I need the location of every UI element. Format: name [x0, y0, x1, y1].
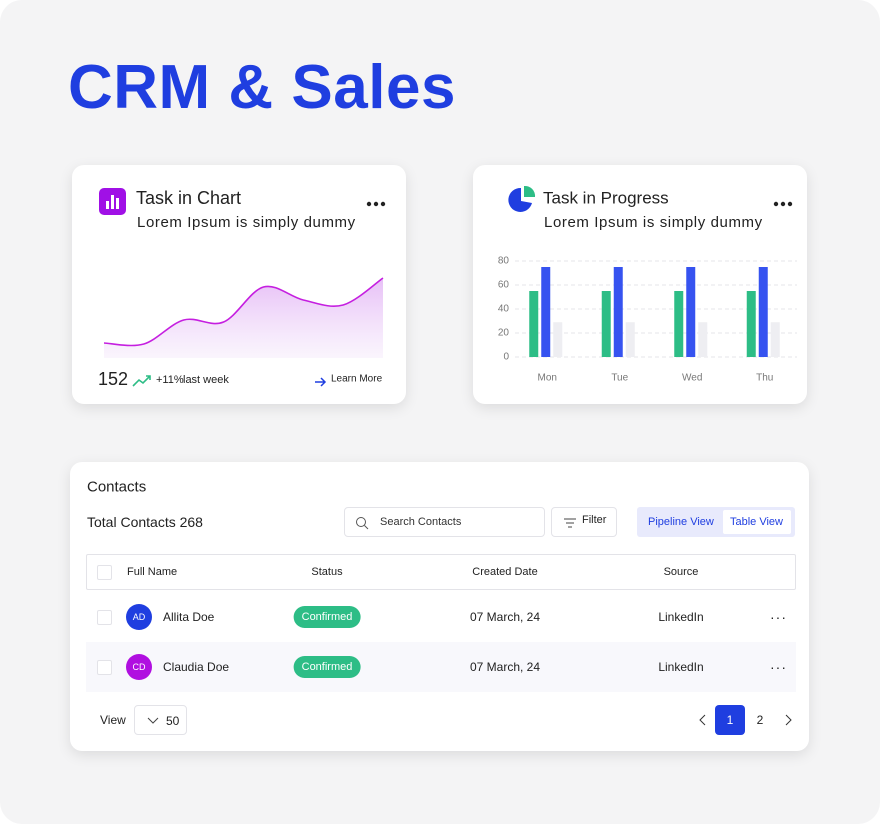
bar [613, 267, 623, 357]
page-size: 50 [166, 714, 180, 728]
change-label: last week [183, 374, 229, 386]
page-button[interactable]: 2 [756, 713, 764, 727]
row-background [86, 642, 796, 692]
chart-icon-bar [116, 198, 119, 209]
contacts-card: Contacts Total Contacts 268 Search Conta… [70, 462, 809, 751]
y-tick-label: 20 [498, 328, 510, 339]
bar [541, 267, 551, 357]
link-text: Learn More [331, 374, 383, 385]
next-page[interactable] [783, 714, 793, 726]
arrow-icon [315, 377, 327, 387]
filter-icon [564, 518, 576, 528]
checkbox[interactable] [97, 660, 112, 675]
more-menu[interactable] [773, 201, 793, 207]
card-title: Task in Progress [543, 188, 669, 207]
row-menu[interactable]: ··· [770, 609, 787, 625]
bar [770, 322, 780, 357]
table-header [86, 554, 796, 590]
bar [529, 291, 539, 357]
bar [698, 322, 708, 357]
chart-icon-bar [111, 195, 114, 209]
source: LinkedIn [658, 610, 704, 624]
x-tick-label: Thu [756, 373, 773, 384]
chevron-down [147, 717, 159, 724]
search-icon [356, 517, 369, 530]
bar [758, 267, 768, 357]
total-label: Total Contacts [87, 514, 176, 530]
column-header: Created Date [472, 566, 538, 578]
more-menu[interactable] [366, 201, 386, 207]
task-chart: Task in Chart Lorem Ipsum is simply dumm… [98, 188, 386, 389]
bar [625, 322, 635, 357]
bar [746, 291, 756, 357]
prev-page[interactable] [698, 714, 708, 726]
column-header: Full Name [127, 566, 178, 578]
table-view-label: Table View [730, 516, 783, 528]
pie-icon [524, 185, 536, 197]
task-progress-chart: Task in Progress Lorem Ipsum is simply d… [498, 185, 797, 384]
total-contacts: Total Contacts 268 [87, 514, 203, 530]
card-title: Task in Chart [136, 188, 241, 208]
total-value: 268 [179, 514, 203, 530]
pie-icon [508, 187, 532, 212]
checkbox[interactable] [97, 610, 112, 625]
line [103, 277, 384, 347]
view-toggle: Pipeline View Table View [637, 507, 795, 537]
y-tick-label: 0 [503, 352, 509, 363]
avatar: CD [126, 654, 152, 680]
avatar-initials: CD [132, 662, 146, 672]
pipeline-view-button[interactable]: Pipeline View [648, 516, 714, 528]
status-badge: Confirmed [293, 606, 361, 628]
view-label: View [100, 713, 126, 727]
filter-button[interactable]: Filter [551, 507, 617, 537]
learn-more-link[interactable]: Learn More [315, 374, 383, 387]
area-fill [104, 278, 383, 358]
search-box[interactable]: Search Contacts [344, 507, 545, 537]
bar [674, 291, 684, 357]
page-button[interactable]: 1 [715, 705, 745, 735]
task-chart-card: Task in Chart Lorem Ipsum is simply dumm… [72, 165, 406, 404]
change-value: +11% [156, 374, 184, 386]
created-date: 07 March, 24 [469, 610, 541, 624]
card-subtitle: Lorem Ipsum is simply dummy [137, 214, 356, 231]
column-header: Status [311, 566, 343, 578]
avatar-initials: AD [132, 612, 146, 622]
contact-name: Allita Doe [163, 610, 215, 624]
avatar: AD [126, 604, 152, 630]
status-badge: Confirmed [293, 656, 361, 678]
table-view-button[interactable]: Table View [723, 510, 791, 534]
contacts-title: Contacts [87, 478, 147, 496]
y-tick-label: 40 [498, 304, 510, 315]
checkbox[interactable] [97, 565, 112, 580]
contact-name: Claudia Doe [163, 660, 230, 674]
total-value: 152 [98, 369, 128, 389]
card-subtitle: Lorem Ipsum is simply dummy [544, 214, 763, 231]
search-placeholder: Search Contacts [380, 516, 462, 528]
y-tick-label: 60 [498, 280, 510, 291]
x-tick-label: Mon [538, 373, 557, 384]
page-title: CRM & Sales [68, 53, 456, 122]
trend-icon [132, 375, 151, 387]
bar [601, 291, 611, 357]
created-date: 07 March, 24 [469, 660, 541, 674]
task-progress-card: Task in Progress Lorem Ipsum is simply d… [473, 165, 807, 404]
column-header: Source [663, 566, 699, 578]
bar [686, 267, 696, 357]
page-size-select[interactable]: 50 [134, 705, 187, 735]
filter-label: Filter [582, 514, 607, 526]
source: LinkedIn [658, 660, 704, 674]
x-tick-label: Wed [682, 373, 702, 384]
bar [553, 322, 563, 357]
chart-icon-bar [106, 201, 109, 209]
x-tick-label: Tue [611, 373, 628, 384]
row-menu[interactable]: ··· [770, 659, 787, 675]
y-tick-label: 80 [498, 256, 510, 267]
